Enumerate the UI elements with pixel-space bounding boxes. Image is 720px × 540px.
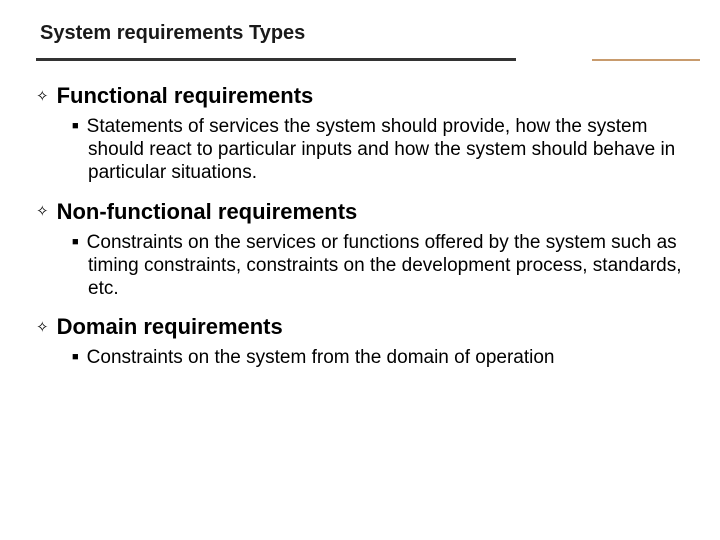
diamond-bullet-icon: ✧ bbox=[36, 89, 49, 104]
section-functional: ✧ Functional requirements ■Statements of… bbox=[36, 83, 690, 185]
title-rule bbox=[36, 55, 690, 61]
body-text: Constraints on the system from the domai… bbox=[87, 347, 555, 368]
diamond-bullet-icon: ✧ bbox=[36, 204, 49, 219]
heading-text: Functional requirements bbox=[57, 83, 314, 109]
heading-functional: ✧ Functional requirements bbox=[36, 83, 690, 109]
body-functional: ■Statements of services the system shoul… bbox=[36, 115, 690, 185]
section-domain: ✧ Domain requirements ■Constraints on th… bbox=[36, 314, 690, 369]
body-domain: ■Constraints on the system from the doma… bbox=[36, 346, 690, 369]
heading-domain: ✧ Domain requirements bbox=[36, 314, 690, 340]
slide-title: System requirements Types bbox=[40, 22, 690, 45]
diamond-bullet-icon: ✧ bbox=[36, 320, 49, 335]
heading-text: Non-functional requirements bbox=[57, 199, 358, 225]
heading-text: Domain requirements bbox=[57, 314, 283, 340]
rule-gray bbox=[36, 58, 516, 61]
square-bullet-icon: ■ bbox=[72, 351, 87, 363]
body-text: Statements of services the system should… bbox=[87, 116, 676, 183]
square-bullet-icon: ■ bbox=[72, 236, 87, 248]
section-nonfunctional: ✧ Non-functional requirements ■Constrain… bbox=[36, 199, 690, 301]
slide: System requirements Types ✧ Functional r… bbox=[0, 0, 720, 540]
body-nonfunctional: ■Constraints on the services or function… bbox=[36, 231, 690, 301]
rule-tan bbox=[592, 59, 700, 61]
square-bullet-icon: ■ bbox=[72, 120, 87, 132]
body-text: Constraints on the services or functions… bbox=[87, 232, 682, 299]
heading-nonfunctional: ✧ Non-functional requirements bbox=[36, 199, 690, 225]
